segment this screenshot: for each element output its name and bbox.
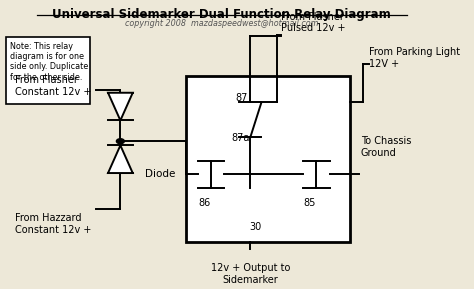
Text: 86: 86 — [199, 199, 211, 208]
Circle shape — [117, 139, 124, 144]
Text: 87a: 87a — [231, 134, 250, 143]
Text: From Flasher
Constant 12v +: From Flasher Constant 12v + — [15, 75, 91, 97]
Polygon shape — [108, 145, 133, 173]
Text: 87: 87 — [235, 93, 247, 103]
Text: 85: 85 — [303, 199, 316, 208]
Text: To Chassis
Ground: To Chassis Ground — [361, 136, 411, 158]
Text: copyright 2008  mazdaspeedwest@hotmail.com: copyright 2008 mazdaspeedwest@hotmail.co… — [125, 19, 319, 28]
Text: From Parking Light
12V +: From Parking Light 12V + — [369, 47, 461, 69]
Text: 30: 30 — [249, 222, 261, 232]
Text: Note: This relay
diagram is for one
side only. Duplicate
for the other side.: Note: This relay diagram is for one side… — [10, 42, 89, 82]
Bar — [6, 37, 90, 104]
Text: Universal Sidemarker Dual Function Relay Diagram: Universal Sidemarker Dual Function Relay… — [52, 8, 391, 21]
Text: 12v + Output to
Sidemarker: 12v + Output to Sidemarker — [211, 263, 290, 285]
Text: Diode: Diode — [145, 169, 175, 179]
Polygon shape — [108, 93, 133, 121]
Bar — [186, 76, 349, 242]
Text: From Flasher
Pulsed 12v +: From Flasher Pulsed 12v + — [281, 12, 346, 33]
Text: From Hazzard
Constant 12v +: From Hazzard Constant 12v + — [15, 214, 91, 235]
